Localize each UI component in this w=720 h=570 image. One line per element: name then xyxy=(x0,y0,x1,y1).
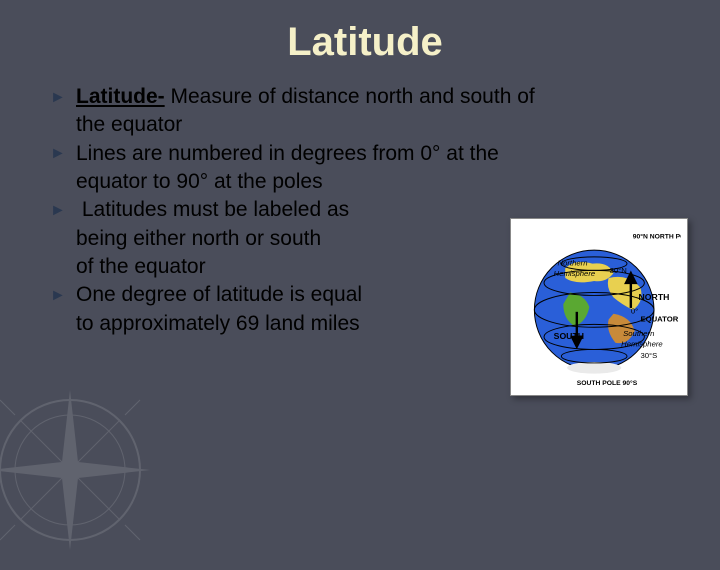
bullet-continuation: to approximately 69 land miles xyxy=(76,310,490,338)
label-north-arrow: NORTH xyxy=(639,292,670,302)
bullet-item: ►One degree of latitude is equal xyxy=(50,281,490,309)
bullet-item: ► Latitudes must be labeled as xyxy=(50,196,490,224)
label-30n: 30°N xyxy=(610,266,627,275)
bullet-marker-icon: ► xyxy=(50,200,76,222)
label-equator-deg: 0° xyxy=(631,307,638,316)
term-latitude: Latitude- xyxy=(76,85,165,108)
label-northern: Northern xyxy=(558,259,588,268)
decorative-compass xyxy=(0,370,170,570)
bullet-continuation: equator to 90° at the poles xyxy=(76,168,680,196)
slide-container: Latitude ►Latitude- Measure of distance … xyxy=(0,0,720,540)
label-south-arrow: SOUTH xyxy=(554,331,584,341)
bullet-continuation: the equator xyxy=(76,111,680,139)
bullet-continuation: of the equator xyxy=(76,253,490,281)
bullet-continuation: being either north or south xyxy=(76,225,490,253)
globe-svg: 90°N NORTH POLE Northern Hemisphere 30°N… xyxy=(517,225,681,389)
label-equator: EQUATOR xyxy=(640,314,678,323)
label-hemisphere-s: Hemisphere xyxy=(621,340,663,349)
bullet-marker-icon: ► xyxy=(50,143,76,165)
label-south-pole: SOUTH POLE 90°S xyxy=(577,379,638,387)
bullet-item: ►Lines are numbered in degrees from 0° a… xyxy=(50,140,680,168)
label-30s: 30°S xyxy=(640,351,657,360)
label-north-pole: 90°N NORTH POLE xyxy=(633,233,681,241)
label-hemisphere-n: Hemisphere xyxy=(554,269,596,278)
bullet-text: Lines are numbered in degrees from 0° at… xyxy=(76,142,499,165)
bullet-text: Measure of distance north and south of xyxy=(165,85,535,108)
bullet-marker-icon: ► xyxy=(50,285,76,307)
bullet-text: One degree of latitude is equal xyxy=(76,283,362,306)
bullet-item: ►Latitude- Measure of distance north and… xyxy=(50,83,680,111)
label-southern: Southern xyxy=(623,329,654,338)
globe-image: 90°N NORTH POLE Northern Hemisphere 30°N… xyxy=(510,218,688,396)
bullet-marker-icon: ► xyxy=(50,87,76,109)
bullet-text: Latitudes must be labeled as xyxy=(76,198,349,221)
slide-title: Latitude xyxy=(50,20,680,65)
